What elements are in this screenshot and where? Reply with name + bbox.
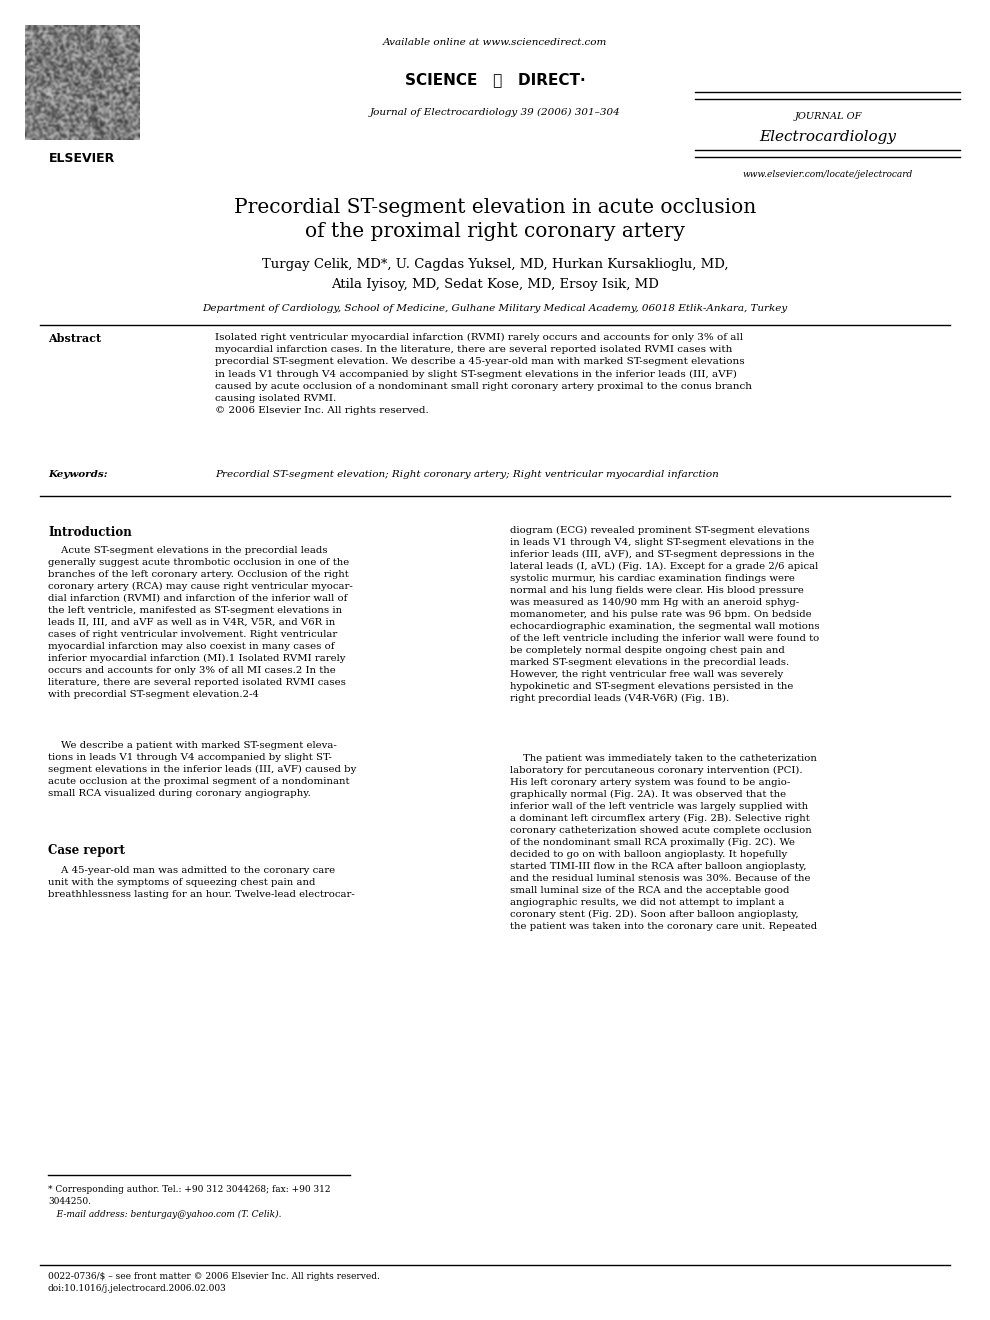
Text: ELSEVIER: ELSEVIER <box>49 152 115 165</box>
Text: * Corresponding author. Tel.: +90 312 3044268; fax: +90 312
3044250.: * Corresponding author. Tel.: +90 312 30… <box>48 1185 331 1205</box>
Text: Turgay Celik, MD*, U. Cagdas Yuksel, MD, Hurkan Kursaklioglu, MD,: Turgay Celik, MD*, U. Cagdas Yuksel, MD,… <box>261 257 729 271</box>
Text: Electrocardiology: Electrocardiology <box>759 129 897 144</box>
Text: of the proximal right coronary artery: of the proximal right coronary artery <box>305 222 685 242</box>
Text: Journal of Electrocardiology 39 (2006) 301–304: Journal of Electrocardiology 39 (2006) 3… <box>369 108 621 117</box>
Text: Keywords:: Keywords: <box>48 470 108 479</box>
Text: Department of Cardiology, School of Medicine, Gulhane Military Medical Academy, : Department of Cardiology, School of Medi… <box>202 304 788 313</box>
Text: A 45-year-old man was admitted to the coronary care
unit with the symptoms of sq: A 45-year-old man was admitted to the co… <box>48 866 354 899</box>
Text: JOURNAL OF: JOURNAL OF <box>794 112 861 121</box>
Text: Precordial ST-segment elevation; Right coronary artery; Right ventricular myocar: Precordial ST-segment elevation; Right c… <box>215 470 719 479</box>
Text: diogram (ECG) revealed prominent ST-segment elevations
in leads V1 through V4, s: diogram (ECG) revealed prominent ST-segm… <box>510 525 820 702</box>
Text: Case report: Case report <box>48 843 125 857</box>
Text: Isolated right ventricular myocardial infarction (RVMI) rarely occurs and accoun: Isolated right ventricular myocardial in… <box>215 333 752 416</box>
Text: E-mail address: benturgay@yahoo.com (T. Celik).: E-mail address: benturgay@yahoo.com (T. … <box>48 1210 281 1220</box>
Text: Acute ST-segment elevations in the precordial leads
generally suggest acute thro: Acute ST-segment elevations in the preco… <box>48 546 352 698</box>
Text: SCIENCE   ⓐ   DIRECT·: SCIENCE ⓐ DIRECT· <box>405 73 585 87</box>
Text: 0022-0736/$ – see front matter © 2006 Elsevier Inc. All rights reserved.
doi:10.: 0022-0736/$ – see front matter © 2006 El… <box>48 1272 380 1292</box>
Text: Introduction: Introduction <box>48 525 132 539</box>
Text: The patient was immediately taken to the catheterization
laboratory for percutan: The patient was immediately taken to the… <box>510 754 817 931</box>
Text: Atila Iyisoy, MD, Sedat Kose, MD, Ersoy Isik, MD: Atila Iyisoy, MD, Sedat Kose, MD, Ersoy … <box>331 279 659 290</box>
Text: We describe a patient with marked ST-segment eleva-
tions in leads V1 through V4: We describe a patient with marked ST-seg… <box>48 741 356 797</box>
Text: Available online at www.sciencedirect.com: Available online at www.sciencedirect.co… <box>383 38 607 48</box>
Text: Abstract: Abstract <box>48 333 101 345</box>
Text: Precordial ST-segment elevation in acute occlusion: Precordial ST-segment elevation in acute… <box>234 198 756 216</box>
Text: www.elsevier.com/locate/jelectrocard: www.elsevier.com/locate/jelectrocard <box>742 170 913 180</box>
